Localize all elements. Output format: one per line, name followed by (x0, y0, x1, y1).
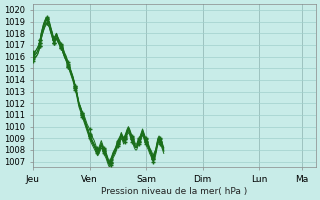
X-axis label: Pression niveau de la mer( hPa ): Pression niveau de la mer( hPa ) (101, 187, 247, 196)
